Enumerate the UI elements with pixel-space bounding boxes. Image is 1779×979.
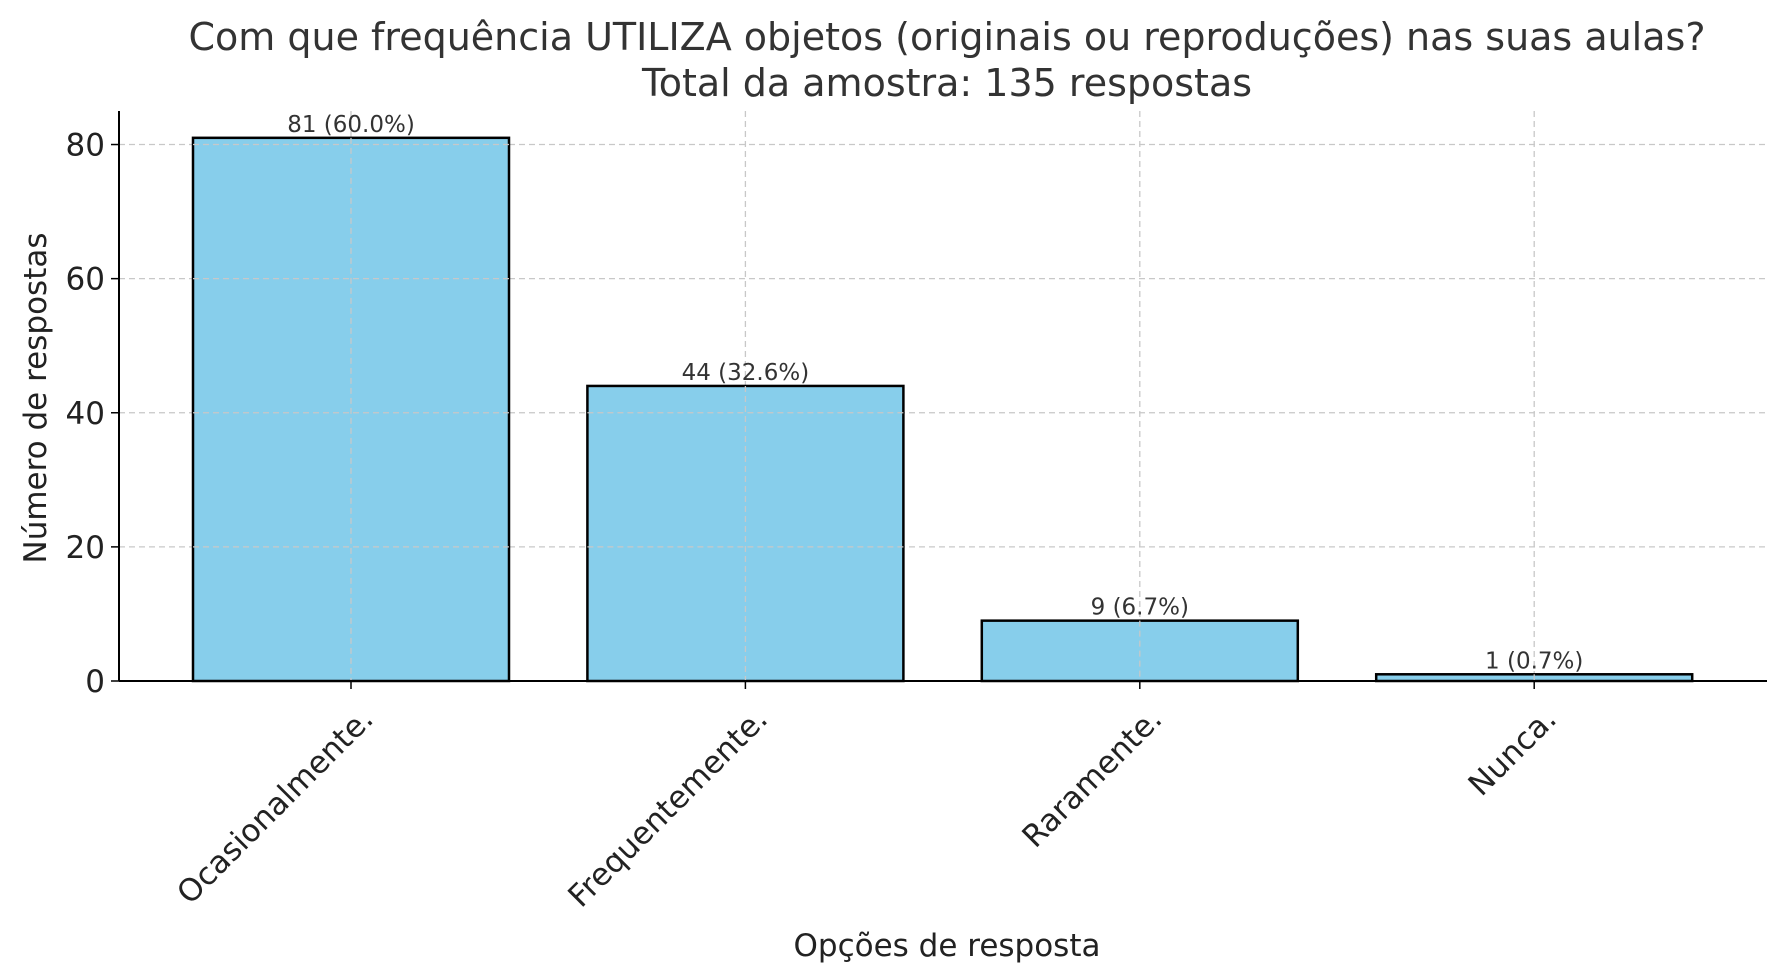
- y-axis-label: Número de respostas: [18, 233, 54, 564]
- y-tick-label-1: 20: [66, 530, 105, 566]
- y-tick-label-4: 80: [66, 128, 105, 164]
- x-tick-label-0: Ocasionalmente.: [170, 701, 380, 911]
- x-axis-label: Opções de resposta: [793, 928, 1100, 964]
- data-label-3: 1 (0.7%): [1485, 648, 1583, 674]
- data-label-0: 81 (60.0%): [287, 112, 415, 138]
- chart-title-line-1: Com que frequência UTILIZA objetos (orig…: [189, 15, 1706, 59]
- x-tick-label-3: Nunca.: [1462, 701, 1564, 803]
- y-tick-label-3: 60: [66, 262, 105, 298]
- data-label-layer: 81 (60.0%) 44 (32.6%) 9 (6.7%) 1 (0.7%): [287, 112, 1583, 674]
- bar-layer: [191, 136, 1694, 683]
- data-label-2: 9 (6.7%): [1091, 595, 1189, 621]
- y-tick-label-2: 40: [66, 396, 105, 432]
- data-label-1: 44 (32.6%): [682, 360, 810, 386]
- y-tick-label-0: 0: [85, 664, 105, 700]
- x-tick-label-2: Raramente.: [1015, 701, 1169, 855]
- x-tick-label-1: Frequentemente.: [561, 701, 775, 915]
- chart-title-line-2: Total da amostra: 135 respostas: [641, 61, 1252, 105]
